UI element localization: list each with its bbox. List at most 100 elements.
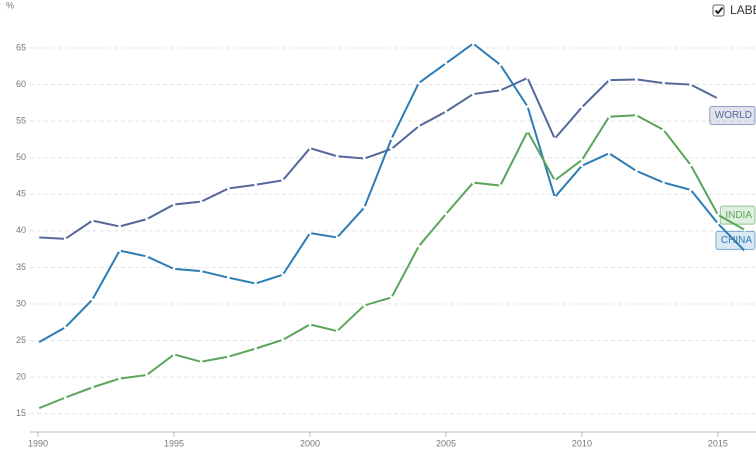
y-tick-label: 60 <box>16 79 26 89</box>
data-point <box>90 385 94 389</box>
data-point <box>498 89 502 92</box>
y-tick-label: 15 <box>16 408 26 418</box>
data-point <box>743 228 747 232</box>
x-tick-label: 2015 <box>708 438 728 448</box>
y-tick-label: 55 <box>16 116 26 126</box>
data-point <box>90 219 94 223</box>
data-point <box>580 164 584 168</box>
data-point <box>526 76 529 80</box>
data-point <box>254 282 257 285</box>
data-point <box>281 178 285 182</box>
data-point <box>553 137 557 141</box>
data-point <box>390 137 393 141</box>
data-point <box>36 341 40 345</box>
data-point <box>63 396 67 400</box>
data-point <box>335 154 339 158</box>
data-point <box>145 373 149 377</box>
data-point <box>226 276 230 280</box>
tag-box <box>709 105 756 125</box>
tag-box <box>715 230 756 250</box>
y-tick-label: 65 <box>16 42 26 52</box>
data-point <box>471 92 475 96</box>
data-point <box>390 147 393 151</box>
series-line <box>37 114 746 410</box>
data-point <box>308 323 312 326</box>
data-point <box>634 113 638 117</box>
data-point <box>716 97 720 100</box>
y-tick-label: 50 <box>16 152 26 162</box>
data-point <box>335 236 339 239</box>
checkbox[interactable] <box>712 4 725 17</box>
y-tick-label: 20 <box>16 372 26 382</box>
data-point <box>335 329 339 333</box>
tag-box <box>719 205 756 225</box>
data-point <box>498 184 502 187</box>
data-point <box>417 81 421 85</box>
data-point <box>607 151 611 155</box>
series-tag: INDIA <box>719 205 756 225</box>
data-point <box>607 78 611 82</box>
data-point <box>145 217 149 221</box>
data-point <box>662 128 665 132</box>
check-mark <box>714 6 724 15</box>
data-point <box>716 222 720 225</box>
data-point <box>689 83 693 86</box>
label-toggle[interactable]: LABE <box>712 3 756 17</box>
series-tag: CHINA <box>715 230 756 250</box>
data-point <box>172 267 176 271</box>
data-point <box>662 181 665 184</box>
data-point <box>526 105 529 108</box>
y-tick-label: 30 <box>16 298 26 308</box>
y-tick-label: 25 <box>16 335 26 345</box>
data-point <box>308 146 312 150</box>
data-point <box>199 269 203 273</box>
y-unit: % <box>6 0 14 10</box>
data-point <box>553 178 557 182</box>
data-point <box>526 129 529 133</box>
data-point <box>743 249 747 253</box>
y-tick-label: 40 <box>16 225 26 235</box>
data-point <box>36 236 40 239</box>
data-point <box>689 163 693 167</box>
data-point <box>199 360 203 364</box>
data-point <box>118 225 121 228</box>
series-tag: WORLD <box>709 105 756 125</box>
data-point <box>281 273 285 277</box>
tag-label: CHINA <box>721 235 752 246</box>
data-point <box>362 304 366 307</box>
data-point <box>172 353 176 356</box>
x-tick-label: 1995 <box>164 438 184 448</box>
data-point <box>580 105 584 109</box>
data-point <box>662 81 665 85</box>
data-point <box>390 296 393 299</box>
series-line <box>37 76 719 240</box>
data-point <box>634 169 638 173</box>
data-point <box>716 213 720 217</box>
x-tick-label: 2010 <box>572 438 592 448</box>
data-point <box>553 195 557 199</box>
data-point <box>36 407 40 410</box>
data-point <box>118 377 121 381</box>
data-point <box>444 212 448 216</box>
data-point <box>145 255 149 258</box>
data-point <box>634 78 638 81</box>
data-point <box>118 249 121 252</box>
data-point <box>417 124 421 128</box>
data-point <box>362 206 366 209</box>
data-point <box>498 63 502 67</box>
data-point <box>63 326 67 329</box>
toggle-label[interactable]: LABE <box>730 3 756 17</box>
data-point <box>226 355 230 359</box>
data-point <box>308 231 312 235</box>
data-point <box>281 338 285 342</box>
data-point <box>63 237 67 241</box>
data-point <box>689 188 693 192</box>
tag-label: WORLD <box>715 110 752 121</box>
data-point <box>444 61 448 65</box>
data-point <box>471 181 475 184</box>
data-point <box>417 244 421 248</box>
x-tick-label: 2000 <box>300 438 320 448</box>
data-point <box>444 110 448 114</box>
tag-label: INDIA <box>725 210 752 221</box>
